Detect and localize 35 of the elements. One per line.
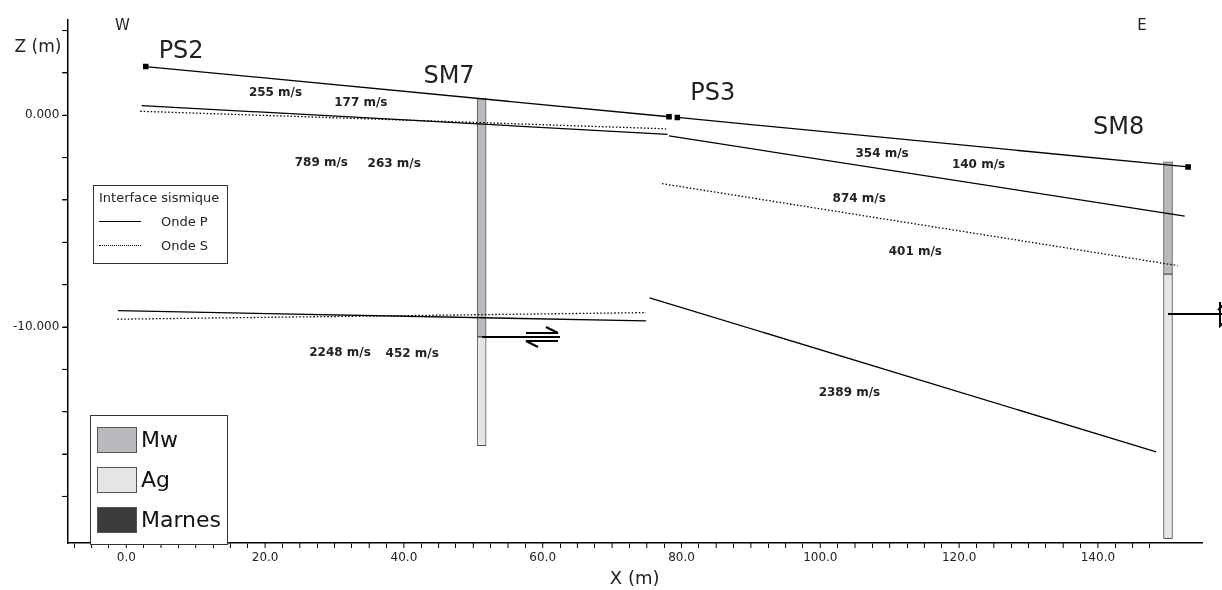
annotation: 789 m/s xyxy=(294,155,348,170)
annotation: 2389 m/s xyxy=(818,384,881,399)
annotation: 255 m/s xyxy=(248,84,303,99)
legend-label: Onde P xyxy=(161,213,208,229)
y-axis-title: Z (m) xyxy=(14,36,62,57)
x-tick-label: 40.0 xyxy=(390,550,418,565)
x-tick-label: 100.0 xyxy=(803,550,838,565)
annotation: 177 m/s xyxy=(334,94,388,109)
annotation: PS2 xyxy=(158,36,204,64)
annotation: 452 m/s xyxy=(385,345,439,360)
annotation: 2248 m/s xyxy=(309,344,371,359)
legend-title: Interface sismique xyxy=(99,190,220,205)
annotation: 401 m/s xyxy=(888,244,943,259)
annotation: SM8 xyxy=(1093,112,1145,141)
x-tick-label: 140.0 xyxy=(1080,550,1116,565)
x-axis-title: X (m) xyxy=(609,566,660,588)
annotation: 354 m/s xyxy=(855,145,909,160)
y-tick-label: 0.000 xyxy=(24,107,60,122)
y-tick-label: -10.000 xyxy=(12,319,60,334)
annotation: E xyxy=(1137,15,1147,34)
annotation: SM7 xyxy=(423,61,475,90)
annotation: 263 m/s xyxy=(367,156,421,171)
x-tick-label: 80.0 xyxy=(668,550,695,565)
annotation: W xyxy=(114,15,130,34)
x-tick-label: 120.0 xyxy=(941,550,977,565)
legend-label: Ag xyxy=(141,467,171,493)
x-tick-label: 0.0 xyxy=(116,550,136,565)
annotation: PS3 xyxy=(690,78,736,107)
annotation: 874 m/s xyxy=(832,191,886,206)
legend-label: Onde S xyxy=(161,237,209,253)
annotation: 140 m/s xyxy=(951,157,1006,172)
legend-label: Mw xyxy=(141,427,178,453)
x-tick-label: 20.0 xyxy=(251,550,279,565)
x-tick-label: 60.0 xyxy=(529,550,557,565)
legend-label: Marnes xyxy=(141,507,222,533)
